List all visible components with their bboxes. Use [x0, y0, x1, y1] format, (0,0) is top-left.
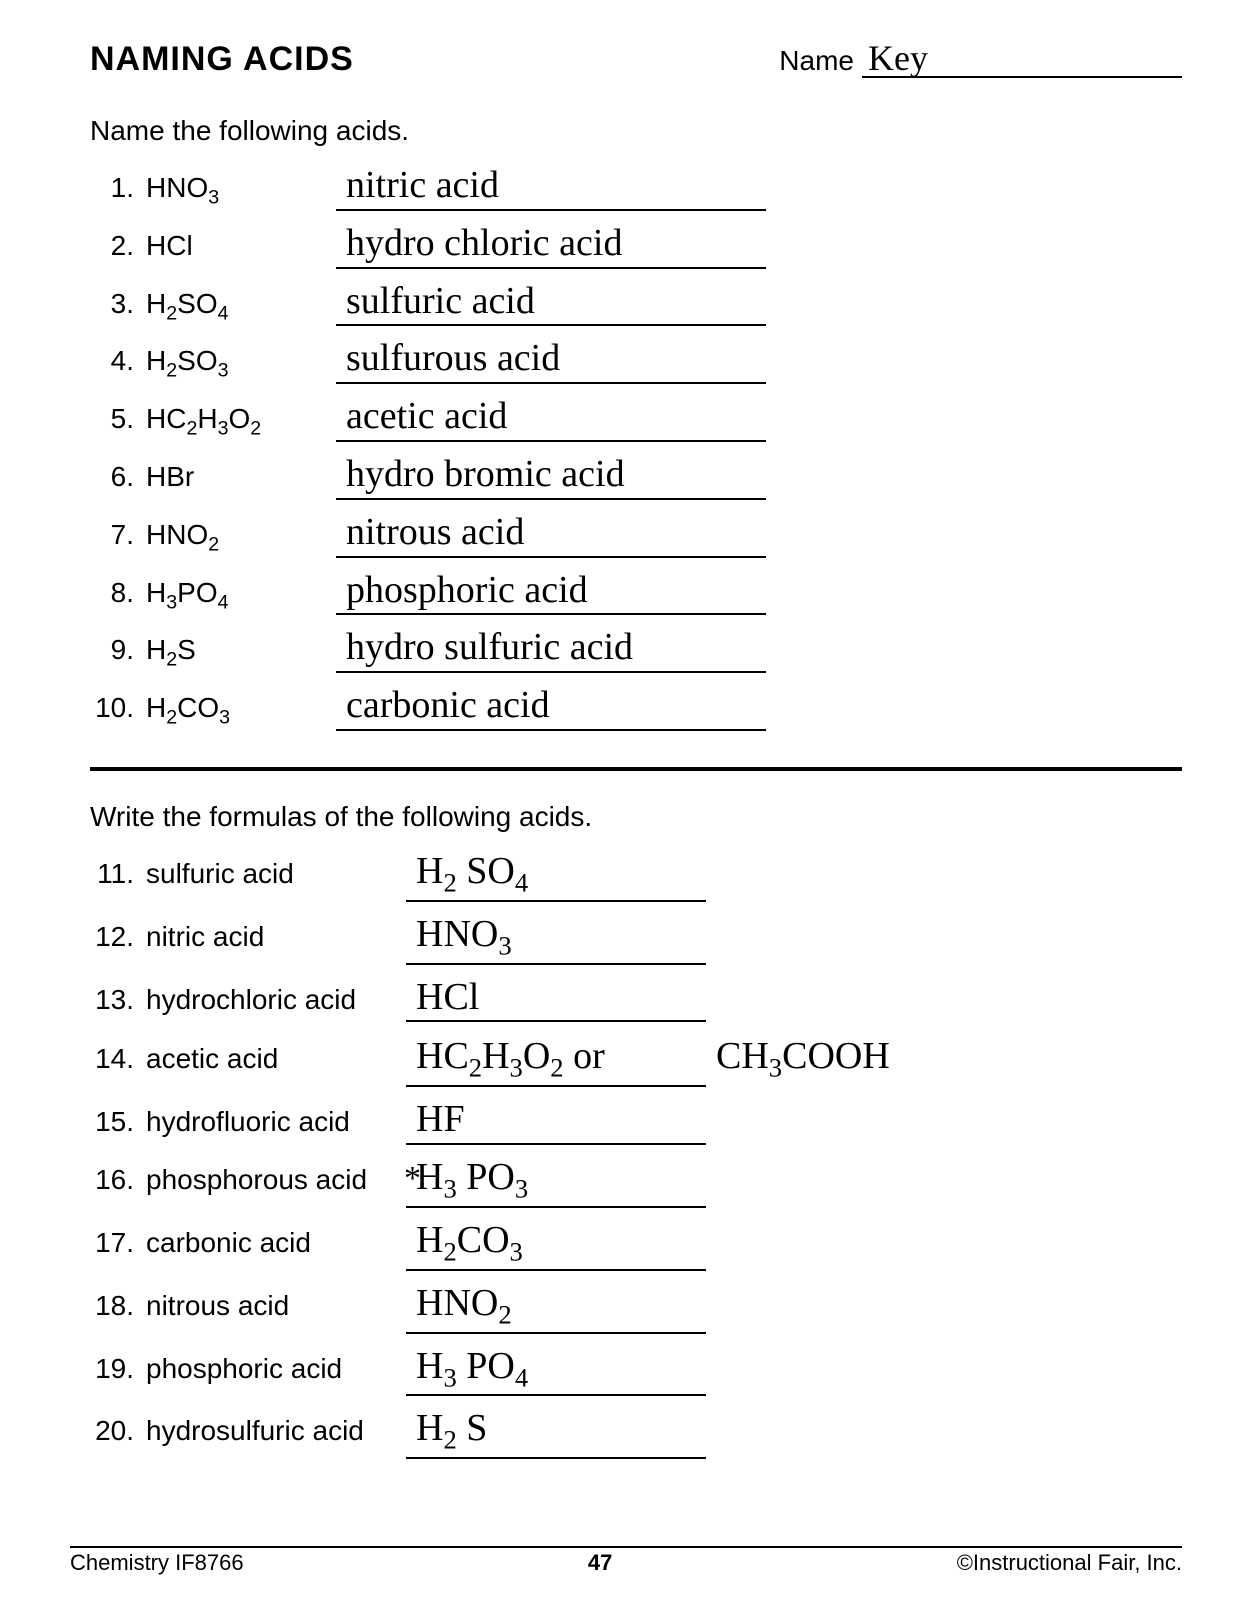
question-row: 1.HNO3nitric acid	[90, 165, 1182, 211]
question-word: nitrous acid	[146, 1290, 406, 1322]
question-number: 18.	[90, 1290, 146, 1322]
question-row: 4.H2SO3sulfurous acid	[90, 338, 1182, 384]
question-number: 2.	[90, 230, 146, 262]
question-word: hydrofluoric acid	[146, 1106, 406, 1138]
footer-page: 47	[588, 1550, 612, 1576]
question-row: 2.HClhydro chloric acid	[90, 223, 1182, 269]
question-number: 12.	[90, 921, 146, 953]
question-word: acetic acid	[146, 1043, 406, 1075]
question-row: 9.H2Shydro sulfuric acid	[90, 627, 1182, 673]
name-field: Name Key	[779, 40, 1182, 78]
question-row: 14.acetic acidHC2H3O2 orCH3COOH	[90, 1034, 1182, 1087]
question-number: 7.	[90, 519, 146, 551]
question-formula: HC2H3O2	[146, 403, 336, 441]
question-formula: H2SO3	[146, 345, 336, 383]
question-formula: H2SO4	[146, 288, 336, 326]
question-row: 6.HBrhydro bromic acid	[90, 454, 1182, 500]
answer-extra: CH3COOH	[716, 1034, 890, 1084]
section2-instructions: Write the formulas of the following acid…	[90, 801, 1182, 833]
question-number: 15.	[90, 1106, 146, 1138]
name-value: Key	[862, 40, 1182, 78]
page-title: NAMING ACIDS	[90, 40, 354, 79]
question-formula: HBr	[146, 461, 336, 493]
answer-formula: H2CO3	[406, 1220, 706, 1271]
question-row: 18.nitrous acidHNO2	[90, 1283, 1182, 1334]
question-row: 20.hydrosulfuric acidH2 S	[90, 1408, 1182, 1459]
question-row: 15.hydrofluoric acidHF	[90, 1099, 1182, 1145]
section1-list: 1.HNO3nitric acid 2.HClhydro chloric acid…	[90, 165, 1182, 731]
answer-text: nitrous acid	[336, 512, 766, 558]
answer-formula: HNO3	[406, 914, 706, 965]
question-word: hydrosulfuric acid	[146, 1415, 406, 1447]
name-label: Name	[779, 45, 854, 77]
header: NAMING ACIDS Name Key	[90, 40, 1182, 79]
answer-formula: H3 PO4	[406, 1346, 706, 1397]
question-row: 7.HNO2nitrous acid	[90, 512, 1182, 558]
answer-formula: H2 SO4	[406, 851, 706, 902]
answer-formula: HCl	[406, 977, 706, 1023]
question-row: 11.sulfuric acidH2 SO4	[90, 851, 1182, 902]
question-word: sulfuric acid	[146, 858, 406, 890]
question-row: 5.HC2H3O2acetic acid	[90, 396, 1182, 442]
question-formula: H2S	[146, 634, 336, 672]
answer-text: hydro sulfuric acid	[336, 627, 766, 673]
question-word: carbonic acid	[146, 1227, 406, 1259]
question-number: 13.	[90, 984, 146, 1016]
answer-text: sulfuric acid	[336, 281, 766, 327]
question-number: 3.	[90, 288, 146, 320]
question-number: 8.	[90, 577, 146, 609]
answer-formula: HNO2	[406, 1283, 706, 1334]
question-number: 19.	[90, 1353, 146, 1385]
answer-formula: HF	[406, 1099, 706, 1145]
worksheet-page: NAMING ACIDS Name Key Name the following…	[0, 0, 1252, 1600]
question-number: 14.	[90, 1043, 146, 1075]
section1-instructions: Name the following acids.	[90, 115, 1182, 147]
question-row: 16.phosphorous acid*H3 PO3	[90, 1157, 1182, 1208]
question-number: 17.	[90, 1227, 146, 1259]
question-formula: H3PO4	[146, 577, 336, 615]
question-row: 17.carbonic acidH2CO3	[90, 1220, 1182, 1271]
answer-text: hydro chloric acid	[336, 223, 766, 269]
prefix-mark: *	[404, 1160, 422, 1198]
answer-text: sulfurous acid	[336, 338, 766, 384]
question-number: 10.	[90, 692, 146, 724]
question-number: 20.	[90, 1415, 146, 1447]
footer-right: ©Instructional Fair, Inc.	[957, 1550, 1182, 1576]
question-word: phosphoric acid	[146, 1353, 406, 1385]
question-row: 12.nitric acidHNO3	[90, 914, 1182, 965]
answer-formula: HC2H3O2 or	[406, 1036, 706, 1087]
answer-text: acetic acid	[336, 396, 766, 442]
question-number: 11.	[90, 858, 146, 890]
question-number: 1.	[90, 172, 146, 204]
section-divider	[90, 767, 1182, 771]
question-number: 9.	[90, 634, 146, 666]
answer-text: nitric acid	[336, 165, 766, 211]
question-number: 4.	[90, 345, 146, 377]
question-word: nitric acid	[146, 921, 406, 953]
section2-list: 11.sulfuric acidH2 SO4 12.nitric acidHNO3…	[90, 851, 1182, 1459]
question-row: 10.H2CO3carbonic acid	[90, 685, 1182, 731]
answer-text: phosphoric acid	[336, 570, 766, 616]
question-word: phosphorous acid	[146, 1164, 406, 1196]
answer-formula: H2 S	[406, 1408, 706, 1459]
question-formula: HNO2	[146, 519, 336, 557]
question-row: 3.H2SO4sulfuric acid	[90, 281, 1182, 327]
question-row: 13.hydrochloric acidHCl	[90, 977, 1182, 1023]
footer-left: Chemistry IF8766	[70, 1550, 244, 1576]
question-row: 19.phosphoric acidH3 PO4	[90, 1346, 1182, 1397]
question-row: 8.H3PO4phosphoric acid	[90, 570, 1182, 616]
answer-text: carbonic acid	[336, 685, 766, 731]
question-formula: HNO3	[146, 172, 336, 210]
question-word: hydrochloric acid	[146, 984, 406, 1016]
question-formula: HCl	[146, 230, 336, 262]
footer: Chemistry IF8766 47 ©Instructional Fair,…	[70, 1546, 1182, 1576]
question-number: 5.	[90, 403, 146, 435]
question-formula: H2CO3	[146, 692, 336, 730]
question-number: 16.	[90, 1164, 146, 1196]
question-number: 6.	[90, 461, 146, 493]
answer-formula: H3 PO3	[406, 1157, 706, 1208]
answer-text: hydro bromic acid	[336, 454, 766, 500]
